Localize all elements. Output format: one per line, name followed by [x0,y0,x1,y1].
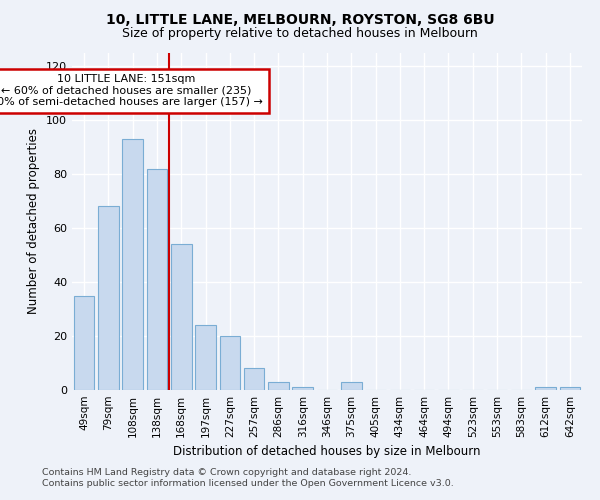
Bar [74,296,94,390]
Bar [244,368,265,390]
Bar [220,336,240,390]
Bar [560,388,580,390]
Bar [292,388,313,390]
Bar [535,388,556,390]
Y-axis label: Number of detached properties: Number of detached properties [28,128,40,314]
Text: 10, LITTLE LANE, MELBOURN, ROYSTON, SG8 6BU: 10, LITTLE LANE, MELBOURN, ROYSTON, SG8 … [106,12,494,26]
Bar [171,244,191,390]
Text: Size of property relative to detached houses in Melbourn: Size of property relative to detached ho… [122,28,478,40]
Text: 10 LITTLE LANE: 151sqm
← 60% of detached houses are smaller (235)
40% of semi-de: 10 LITTLE LANE: 151sqm ← 60% of detached… [0,74,263,108]
Bar [268,382,289,390]
Bar [146,168,167,390]
Bar [122,139,143,390]
Bar [98,206,119,390]
Bar [341,382,362,390]
Bar [195,325,216,390]
Text: Contains HM Land Registry data © Crown copyright and database right 2024.
Contai: Contains HM Land Registry data © Crown c… [42,468,454,487]
X-axis label: Distribution of detached houses by size in Melbourn: Distribution of detached houses by size … [173,446,481,458]
